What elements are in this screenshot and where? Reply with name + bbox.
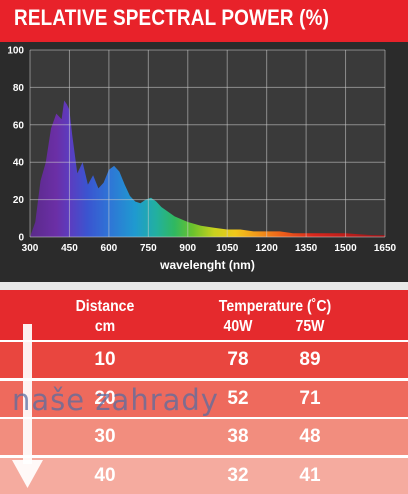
y-tick-label: 40	[13, 158, 25, 169]
x-tick-label: 1050	[216, 243, 239, 254]
header-temperature: Temperature (˚C)	[218, 298, 332, 315]
cell-temp-40w: 78	[227, 349, 249, 370]
chart-title: RELATIVE SPECTRAL POWER (%)	[14, 5, 330, 30]
x-tick-label: 1500	[334, 243, 357, 254]
cell-distance: 10	[94, 349, 116, 370]
y-tick-label: 20	[13, 195, 25, 206]
table-row: 20 52 71	[0, 380, 408, 417]
table-header-row: Distance cm Temperature (˚C) 40W 75W	[0, 290, 408, 340]
title-bar: RELATIVE SPECTRAL POWER (%)	[0, 0, 408, 42]
cell-distance: 20	[94, 387, 116, 409]
cell-distance: 40	[94, 464, 116, 486]
cell-distance: 30	[94, 426, 116, 447]
cell-temp-40w: 38	[227, 426, 249, 447]
cell-temp-75w: 89	[299, 349, 321, 370]
x-tick-label: 900	[179, 243, 196, 254]
distance-temperature-table: Distance cm Temperature (˚C) 40W 75W 10 7…	[0, 290, 408, 494]
cell-temp-40w: 32	[227, 464, 249, 486]
cell-temp-75w: 48	[299, 426, 321, 447]
x-tick-label: 600	[101, 243, 118, 254]
spectral-area	[30, 100, 385, 237]
x-tick-label: 750	[140, 243, 157, 254]
table-row: 10 78 89	[0, 342, 408, 378]
y-tick-label: 80	[13, 83, 25, 94]
cell-temp-75w: 71	[299, 387, 321, 409]
x-tick-label: 1350	[295, 243, 318, 254]
header-75w: 75W	[295, 318, 325, 335]
x-tick-label: 300	[22, 243, 39, 254]
chart-panel: 300 450 600 750 900 1050 1200 1350 1500 1650 0 20 40…	[0, 42, 408, 282]
x-axis-label: wavelenght (nm)	[159, 258, 255, 272]
x-tick-label: 450	[61, 243, 78, 254]
x-tick-label: 1200	[256, 243, 279, 254]
y-tick-label: 0	[18, 233, 24, 244]
watermark: naše zahrady	[12, 383, 219, 417]
cell-temp-75w: 41	[299, 464, 321, 486]
arrow-down-icon	[12, 324, 43, 488]
table-row: 40 32 41	[0, 457, 408, 494]
header-distance: Distance	[75, 298, 135, 315]
y-tick-label: 100	[7, 46, 24, 57]
header-distance-unit: cm	[94, 318, 116, 335]
table-row: 30 38 48	[0, 419, 408, 455]
x-tick-label: 1650	[374, 243, 397, 254]
cell-temp-40w: 52	[227, 387, 249, 409]
spectral-chart: 300 450 600 750 900 1050 1200 1350 1500 1650 0 20 40…	[7, 46, 397, 273]
y-tick-label: 60	[13, 120, 25, 131]
header-40w: 40W	[223, 318, 253, 335]
